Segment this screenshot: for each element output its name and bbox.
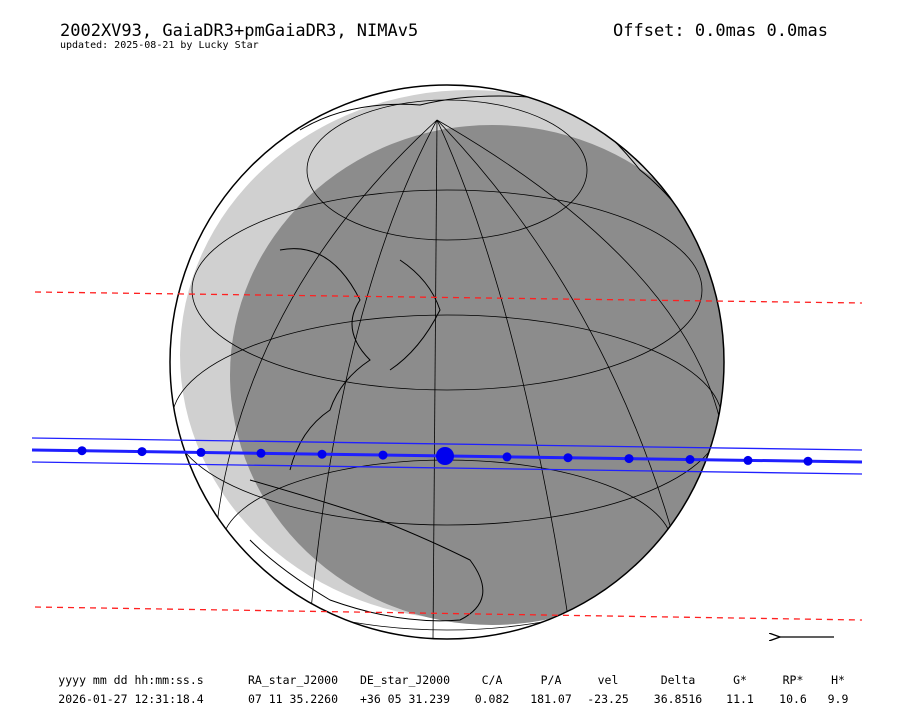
time-markers xyxy=(77,446,813,466)
table-cell: -23.25 xyxy=(587,692,629,706)
table-header: RP* xyxy=(783,673,804,687)
table-header: DE_star_J2000 xyxy=(360,673,450,687)
title: 2002XV93, GaiaDR3+pmGaiaDR3, NIMAv5 xyxy=(60,21,418,41)
graticule xyxy=(171,99,723,639)
table-header: P/A xyxy=(541,673,562,687)
info-table: yyyy mm dd hh:mm:ss.s RA_star_J2000 DE_sta… xyxy=(58,673,848,706)
table-cell: +36 05 31.239 xyxy=(360,692,450,706)
table-header: yyyy mm dd hh:mm:ss.s xyxy=(58,673,203,687)
table-cell: 9.9 xyxy=(828,692,849,706)
table-cell: 36.8516 xyxy=(654,692,703,706)
table-header: Delta xyxy=(661,673,696,687)
table-cell: 07 11 35.2260 xyxy=(248,692,338,706)
offset: Offset: 0.0mas 0.0mas xyxy=(613,21,828,41)
table-cell: 0.082 xyxy=(475,692,510,706)
table-cell: 10.6 xyxy=(779,692,807,706)
table-header: C/A xyxy=(482,673,503,687)
subtitle: updated: 2025-08-21 by Lucky Star xyxy=(60,40,259,51)
table-header: H* xyxy=(831,673,845,687)
table-cell: 11.1 xyxy=(726,692,754,706)
table-cell: 2026-01-27 12:31:18.4 xyxy=(58,692,203,706)
table-header: vel xyxy=(598,673,619,687)
table-header: G* xyxy=(733,673,747,687)
night xyxy=(230,125,724,625)
shadow-path xyxy=(31,437,863,475)
path-limits xyxy=(34,291,863,621)
globe xyxy=(169,84,725,640)
table-cell: 181.07 xyxy=(530,692,572,706)
table-header: RA_star_J2000 xyxy=(248,673,338,687)
